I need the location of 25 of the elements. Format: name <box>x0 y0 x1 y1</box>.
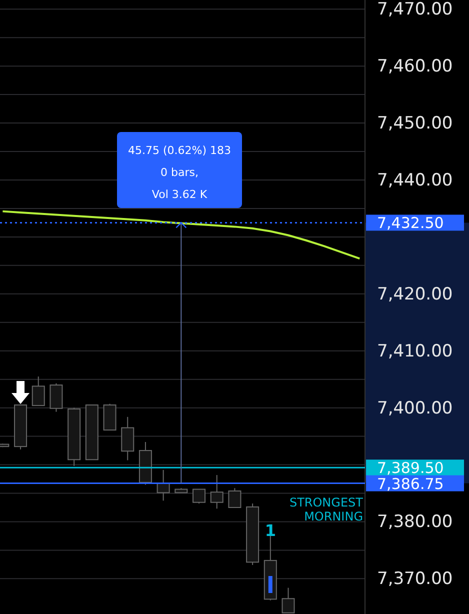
candlestick <box>50 382 63 412</box>
ref-line-label: 7,389.50 <box>377 459 444 478</box>
ref-line-label: 7,386.75 <box>377 474 444 493</box>
y-tick-label: 7,440.00 <box>377 170 453 190</box>
annotation: 0 bars, <box>160 166 198 179</box>
y-tick-label: 7,420.00 <box>377 284 453 304</box>
annotation: STRONGEST MORNING <box>289 495 364 524</box>
candlestick <box>32 376 45 406</box>
candlestick <box>228 488 242 508</box>
y-tick-label: 7,470.00 <box>377 0 453 20</box>
annotation: 45.75 (0.62%) 183 <box>128 144 232 157</box>
y-tick-label: 7,380.00 <box>377 512 453 532</box>
y-tick-label: 7,450.00 <box>377 113 453 134</box>
line-series <box>2 210 361 260</box>
annotation: 1 <box>264 520 276 540</box>
candlestick <box>282 587 295 614</box>
y-tick-label: 7,460.00 <box>377 56 453 77</box>
y-tick-label: 7,410.00 <box>377 341 453 362</box>
y-tick-label: 7,370.00 <box>377 569 453 590</box>
candlestick <box>121 416 134 461</box>
ref-line-label: 7,432.50 <box>377 214 444 232</box>
candlestick <box>192 488 206 504</box>
y-tick-label: 7,400.00 <box>377 398 453 418</box>
candlestick <box>210 474 224 510</box>
annotation: Vol 3.62 K <box>152 188 208 201</box>
